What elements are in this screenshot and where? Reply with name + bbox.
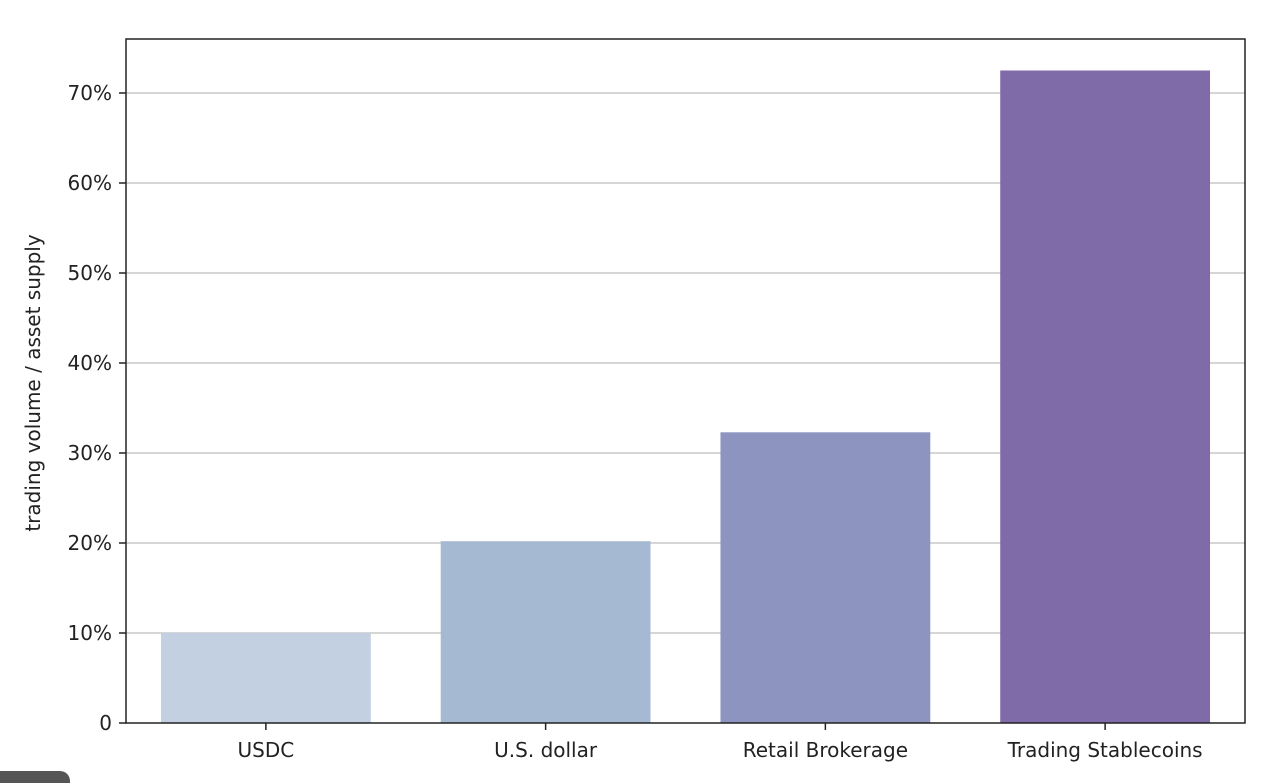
x-tick-label: U.S. dollar xyxy=(494,738,598,762)
corner-tab xyxy=(0,771,70,783)
x-axis-ticks: USDC U.S. dollar Retail Brokerage Trading S… xyxy=(238,723,1203,762)
bar-trading-stablecoins xyxy=(1000,70,1211,723)
bar-retail-brokerage xyxy=(720,432,931,723)
y-axis-ticks: 0 10% 20% 30% 40% 50% 60% 70% xyxy=(68,81,126,735)
y-tick-label: 70% xyxy=(68,81,112,105)
bar-u-s-dollar xyxy=(440,541,651,723)
bar-usdc xyxy=(160,633,371,723)
y-tick-label: 50% xyxy=(68,261,112,285)
y-axis-label: trading volume / asset supply xyxy=(21,234,45,531)
x-tick-label: Retail Brokerage xyxy=(743,738,908,762)
y-tick-label: 10% xyxy=(68,621,112,645)
y-tick-label: 40% xyxy=(68,351,112,375)
bars xyxy=(160,70,1211,723)
x-tick-label: USDC xyxy=(238,738,295,762)
y-tick-label: 0 xyxy=(99,711,112,735)
plot-frame xyxy=(125,38,1246,724)
y-tick-label: 60% xyxy=(68,171,112,195)
y-tick-label: 30% xyxy=(68,441,112,465)
x-tick-label: Trading Stablecoins xyxy=(1007,738,1203,762)
y-tick-label: 20% xyxy=(68,531,112,555)
gridlines xyxy=(126,92,1245,634)
